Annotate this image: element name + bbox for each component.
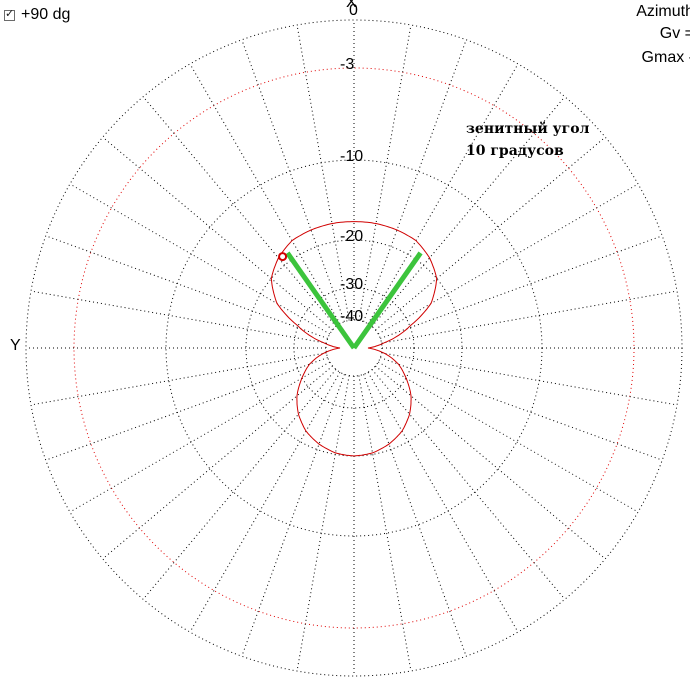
- grid-spoke: [363, 39, 467, 322]
- polar-grid: [25, 19, 683, 677]
- gv-label: Gv =: [659, 25, 690, 42]
- grid-spoke: [102, 365, 333, 560]
- grid-spoke: [381, 290, 678, 344]
- pattern-curve: [270, 221, 438, 457]
- radiation-pattern: [270, 221, 438, 457]
- grid-spoke: [363, 374, 467, 657]
- checkbox-check-icon[interactable]: [4, 7, 15, 21]
- ring-label: -20: [340, 228, 364, 245]
- ring-label: -30: [340, 276, 364, 293]
- grid-spoke: [142, 369, 337, 600]
- grid-spoke: [375, 365, 606, 560]
- zenith-angle-line1: зенитный угол: [466, 121, 590, 137]
- zenith-angle-line2: 10 градусов: [466, 143, 564, 159]
- zenith-angle-note: зенитный угол 10 градусов: [466, 118, 589, 162]
- gmax-label: Gmax -: [641, 49, 690, 66]
- grid-ring-0: [25, 19, 683, 677]
- ring-label: 0: [349, 2, 358, 19]
- ring-label: -10: [340, 148, 364, 165]
- grid-spoke: [375, 136, 606, 331]
- grid-spoke: [371, 369, 566, 600]
- grid-spoke: [45, 235, 328, 339]
- plus-90-checkbox[interactable]: +90 dg: [4, 6, 70, 24]
- grid-spoke: [241, 39, 345, 322]
- grid-spoke: [380, 357, 663, 461]
- grid-spoke: [296, 375, 350, 672]
- azimuth-label: Azimuth: [636, 3, 690, 20]
- grid-spoke: [241, 374, 345, 657]
- x-axis-label: X: [346, 0, 357, 11]
- y-axis-label: Y: [10, 337, 21, 354]
- checkbox-label: +90 dg: [21, 6, 71, 23]
- beam-lines: [278, 251, 423, 350]
- grid-spoke: [381, 352, 678, 406]
- beam-line-left: [285, 251, 357, 350]
- grid-spoke: [142, 96, 337, 327]
- grid-spoke: [380, 235, 663, 339]
- beam-line-right: [351, 251, 423, 350]
- ring-label: -3: [340, 56, 355, 73]
- grid-spoke: [45, 357, 328, 461]
- grid-spoke: [102, 136, 333, 331]
- grid-spoke: [30, 290, 327, 344]
- max-marker: [278, 252, 288, 262]
- ring-label: -40: [340, 308, 364, 325]
